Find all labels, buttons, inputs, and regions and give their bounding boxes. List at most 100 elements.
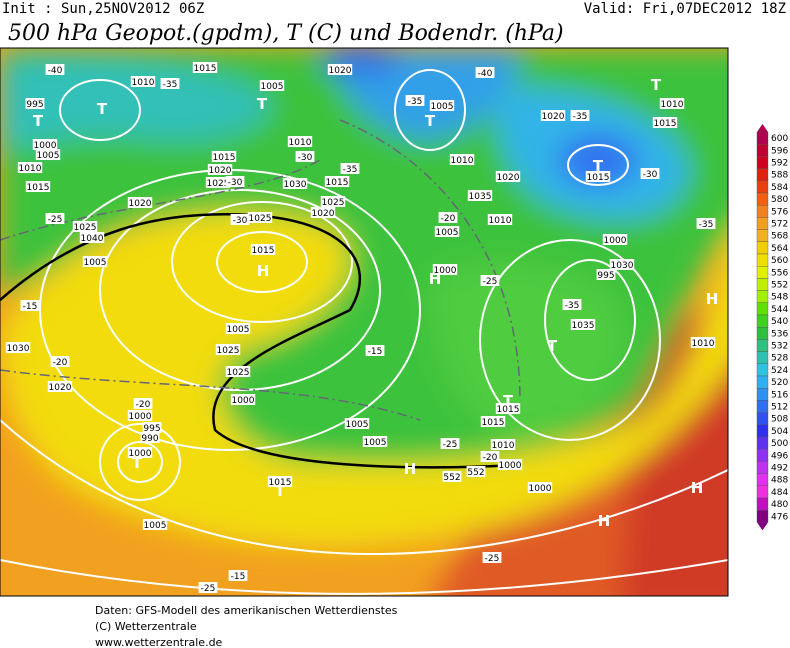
contour-label: 1040 [81,234,104,244]
label-box [127,410,153,421]
label-box [45,64,65,75]
contour-label: 1000 [529,484,552,494]
colorbar-label: 544 [771,305,788,315]
label-box [17,162,43,173]
contour-label: 1010 [492,441,515,451]
init-time: Init : Sun,25NOV2012 06Z [2,1,204,17]
contour-label: 1025 [74,223,97,233]
colorbar-label: 488 [771,476,788,486]
pressure-center: H [404,460,417,478]
colorbar-swatch [756,461,769,474]
label-box [497,459,523,470]
pressure-center: H [691,479,704,497]
label-box [480,416,506,427]
colorbar-swatch [756,351,769,365]
contour-label: 1000 [129,412,152,422]
contour-label: -25 [443,440,458,450]
label-box [527,482,553,493]
contour-label: 1025 [217,346,240,356]
contour-label: 1025 [249,214,272,224]
contour-label: -25 [485,554,500,564]
colorbar-label: 504 [771,427,788,437]
contour-label: 1010 [289,138,312,148]
colorbar-swatch [756,363,769,377]
label-box [215,344,241,355]
colorbar-label: 520 [771,378,788,388]
contour-label: 1010 [451,156,474,166]
label-box [25,181,51,192]
label-box [432,264,458,275]
contour-label: 1025 [227,368,250,378]
label-box [20,300,40,311]
colorbar-label: 552 [771,281,788,291]
contour-label: -35 [163,80,178,90]
footer-line: Daten: GFS-Modell des amerikanischen Wet… [95,604,398,617]
label-box [490,439,516,450]
label-box [250,244,276,255]
label-box [440,438,460,449]
label-box [50,356,70,367]
pressure-center: T [33,112,44,130]
contour-label: 1025 [207,179,230,189]
colorbar-label: 580 [771,195,788,205]
label-box [230,394,256,405]
label-box [540,110,566,121]
colorbar-label: 484 [771,488,788,498]
contour-label: 1005 [364,438,387,448]
label-box [495,403,521,414]
colorbar-label: 592 [771,159,788,169]
contour-label: 1015 [326,178,349,188]
label-box [570,319,596,330]
label-box [467,190,493,201]
label-box [609,259,635,270]
label-box [438,212,458,223]
colorbar-label: 512 [771,403,788,413]
colorbar-swatch [756,400,769,413]
label-box [79,232,105,243]
pressure-center: T [651,76,662,94]
label-box [142,519,168,530]
pressure-center: T [593,157,604,175]
contour-label: -35 [699,220,714,230]
colorbar-swatch [756,217,769,230]
label-box [310,207,336,218]
colorbar-label: 600 [771,134,788,144]
footer-line: www.wetterzentrale.de [95,636,223,648]
label-box [442,471,462,482]
colorbar-swatch [756,302,769,316]
colorbar-swatch [756,473,769,487]
colorbar-label: 508 [771,415,788,425]
label-box [142,422,162,433]
contour-label: -40 [478,69,493,79]
colorbar-swatch [756,388,769,401]
label-box [127,197,153,208]
contour-label: 1015 [497,405,520,415]
colorbar-swatch [756,485,769,499]
contour-label: 995 [26,100,43,110]
contour-label: 1020 [312,209,335,219]
colorbar-label: 548 [771,293,788,303]
label-box [602,234,628,245]
label-box [475,67,495,78]
contour-label: 1000 [232,396,255,406]
contour-label: -25 [48,215,63,225]
pressure-center: H [706,290,719,308]
contour-label: 1005 [261,82,284,92]
map-title: 500 hPa Geopot.(gpdm), T (C) und Bodendr… [8,21,564,46]
contour-label: 1005 [431,102,454,112]
map [0,48,728,596]
colorbar-swatch [756,290,769,304]
contour-label: 1010 [132,78,155,88]
map-frame [0,47,729,597]
label-box [130,76,156,87]
contour-label: 1035 [572,321,595,331]
contour-label: 1000 [604,236,627,246]
label-box [82,256,108,267]
footer-line: (C) Wetterzentrale [95,620,197,633]
label-box [482,552,502,563]
colorbar-label: 568 [771,232,788,242]
contour-label: 1015 [269,478,292,488]
pressure-center: T [257,95,268,113]
contour-label: 1010 [19,164,42,174]
